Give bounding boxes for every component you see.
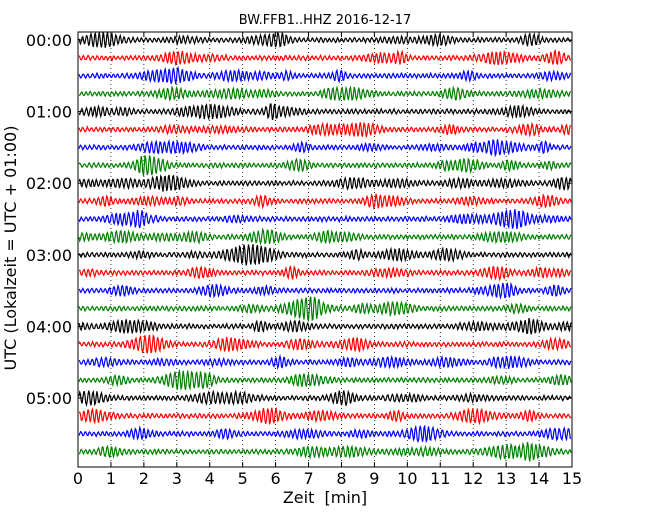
plot-frame — [77, 31, 573, 468]
trace-line — [78, 31, 572, 48]
x-axis: 0 1 2 3 4 5 6 7 8 9 10 11 12 13 14 15 — [73, 32, 582, 488]
y-axis: 00:00 01:00 02:00 03:00 04:00 05:00 — [26, 31, 572, 408]
trace-line — [78, 281, 572, 300]
x-tick-label: 10 — [397, 469, 417, 488]
y-tick-label: 01:00 — [26, 103, 72, 122]
x-tick-label: 4 — [205, 469, 215, 488]
trace-line — [78, 85, 572, 102]
x-tick-label: 15 — [562, 469, 582, 488]
trace-line — [78, 227, 572, 246]
trace-line — [78, 389, 572, 408]
trace-line — [78, 317, 572, 335]
trace-line — [78, 138, 572, 158]
trace-line — [78, 406, 572, 426]
y-tick-label: 03:00 — [26, 246, 72, 265]
x-tick-label: 3 — [172, 469, 182, 488]
chart-title: BW.FFB1..HHZ 2016-12-17 — [239, 13, 412, 28]
x-tick-label: 6 — [271, 469, 281, 488]
traces — [78, 31, 572, 462]
trace-line — [78, 102, 572, 121]
trace-line — [78, 65, 572, 85]
grid-lines — [110, 32, 540, 467]
trace-line — [78, 121, 572, 139]
trace-line — [78, 208, 572, 230]
y-tick-label: 04:00 — [26, 317, 72, 336]
x-tick-label: 5 — [238, 469, 248, 488]
trace-line — [78, 49, 572, 66]
x-tick-label: 12 — [463, 469, 483, 488]
trace-line — [78, 265, 572, 282]
trace-line — [78, 193, 572, 210]
trace-line — [78, 174, 572, 192]
x-tick-label: 7 — [303, 469, 313, 488]
y-tick-label: 05:00 — [26, 389, 72, 408]
x-tick-label: 13 — [496, 469, 516, 488]
x-axis-label: Zeit [min] — [283, 488, 367, 507]
trace-line — [78, 244, 572, 266]
x-tick-label: 9 — [369, 469, 379, 488]
y-tick-label: 00:00 — [26, 31, 72, 50]
y-tick-label: 02:00 — [26, 174, 72, 193]
trace-line — [78, 155, 572, 177]
x-tick-label: 2 — [139, 469, 149, 488]
x-tick-label: 8 — [336, 469, 346, 488]
trace-line — [78, 296, 572, 323]
x-tick-label: 14 — [529, 469, 549, 488]
x-tick-label: 1 — [106, 469, 116, 488]
trace-line — [78, 353, 572, 371]
x-tick-label: 11 — [430, 469, 450, 488]
y-axis-label: UTC (Lokalzeit = UTC + 01:00) — [1, 126, 20, 371]
trace-line — [78, 333, 572, 354]
trace-line — [78, 424, 572, 444]
x-tick-label: 0 — [73, 469, 83, 488]
trace-line — [78, 441, 572, 462]
trace-line — [78, 368, 572, 391]
